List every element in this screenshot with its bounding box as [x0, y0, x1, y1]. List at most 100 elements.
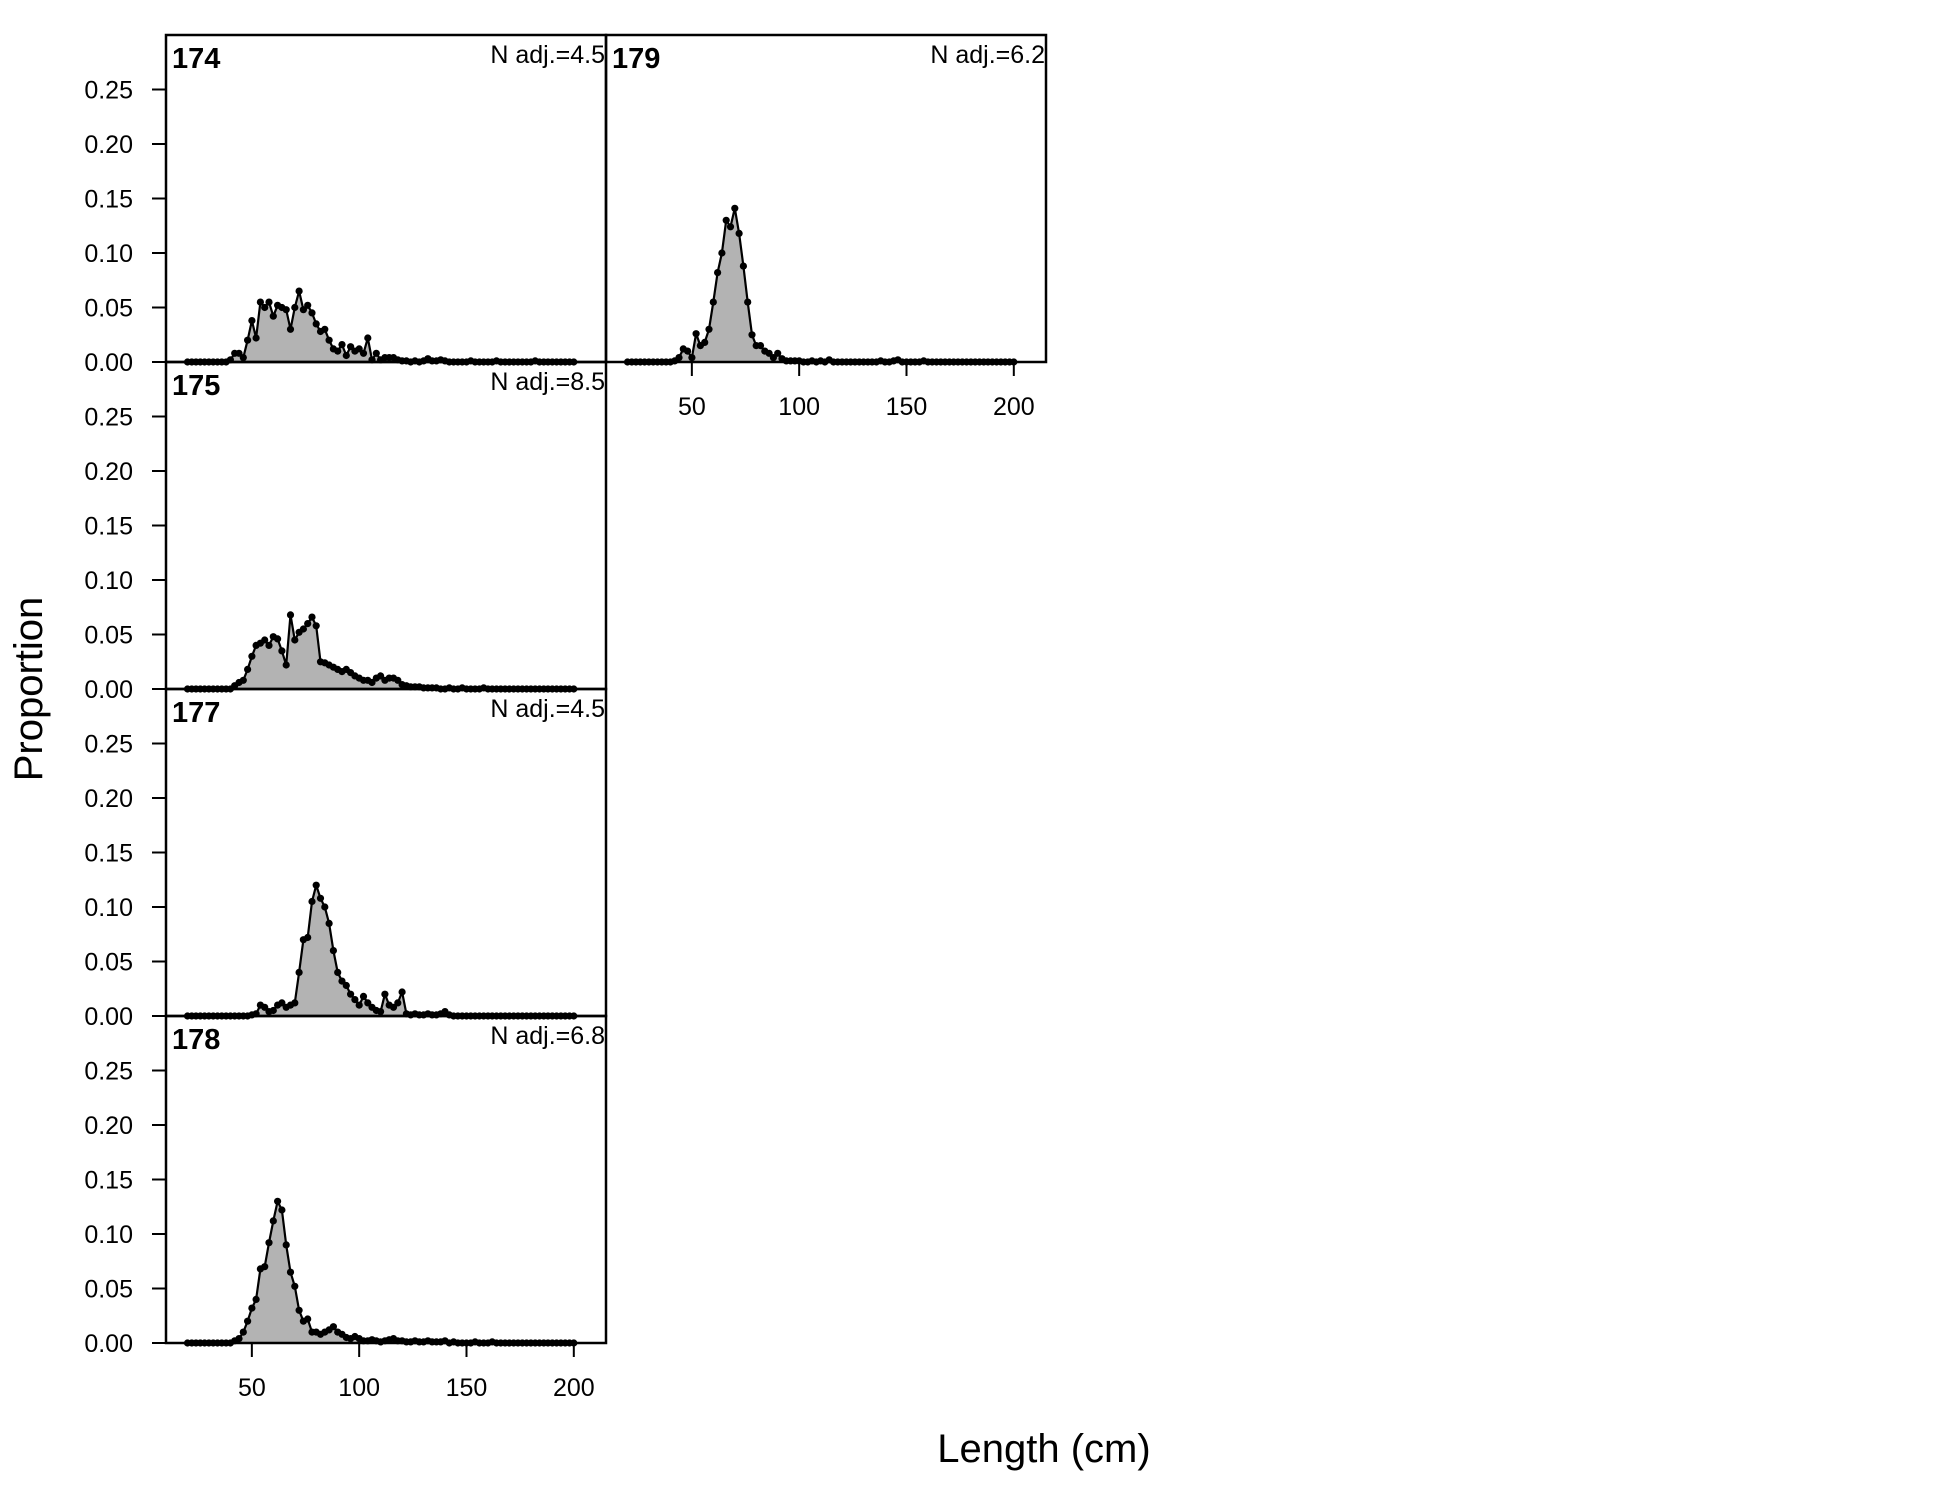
data-point — [334, 968, 342, 977]
data-point — [265, 298, 273, 306]
y-tick-label: 0.20 — [84, 131, 133, 159]
data-point — [355, 345, 363, 353]
data-point — [274, 635, 282, 643]
y-tick-label: 0.00 — [84, 1330, 133, 1358]
data-point — [291, 1282, 299, 1290]
panel-frame-177 — [164, 687, 608, 1018]
data-point — [756, 342, 765, 350]
data-point — [701, 338, 709, 346]
data-point — [244, 1317, 252, 1325]
y-tick-label: 0.25 — [84, 1058, 133, 1086]
data-point — [722, 216, 730, 224]
panel-frame-178 — [164, 1014, 608, 1345]
data-point — [329, 1323, 337, 1331]
y-tick-label: 0.15 — [84, 1167, 133, 1195]
distribution-area-177 — [187, 885, 574, 1016]
x-tick-label: 150 — [446, 1374, 488, 1402]
y-tick-label: 0.15 — [84, 513, 133, 541]
y-tick-label: 0.25 — [84, 731, 133, 759]
data-point — [299, 306, 307, 314]
panel-177: 177 N adj.=4.5 0.00 0.05 0.10 0.15 0.20 0.25 — [84, 687, 608, 1031]
data-point — [269, 312, 277, 320]
data-point — [342, 351, 350, 360]
y-tick-label: 0.20 — [84, 458, 133, 486]
data-point — [774, 349, 782, 357]
data-point — [304, 301, 312, 309]
panel-frame-174 — [164, 33, 608, 364]
data-point — [261, 1263, 269, 1271]
panels-group: 174 N adj.=4.50.000.050.100.150.200.25175… — [84, 33, 1048, 1402]
data-point — [364, 334, 372, 342]
data-point — [256, 298, 264, 306]
data-point — [291, 999, 299, 1007]
panel-frame-179 — [604, 33, 1048, 364]
data-point — [304, 620, 312, 628]
data-point — [308, 309, 316, 317]
data-point — [705, 325, 713, 333]
data-point — [748, 331, 756, 339]
y-tick-label: 0.10 — [84, 240, 133, 268]
panel-label-178: 178 — [172, 1024, 220, 1056]
distribution-line-174 — [187, 290, 574, 364]
data-point — [316, 894, 325, 902]
n-adj-label-179: N adj.=6.2 — [930, 41, 1045, 69]
data-point — [675, 354, 683, 362]
y-tick-label: 0.00 — [84, 349, 133, 377]
data-point — [338, 977, 346, 985]
data-point — [735, 229, 743, 237]
data-point — [239, 676, 247, 684]
x-tick-label: 100 — [778, 393, 820, 421]
data-point — [269, 1006, 277, 1015]
data-point — [269, 1217, 277, 1225]
data-point — [278, 1206, 286, 1214]
data-point — [739, 262, 748, 270]
data-point — [709, 298, 717, 306]
panel-label-175: 175 — [172, 370, 220, 402]
data-point — [248, 317, 256, 325]
data-point — [252, 334, 260, 342]
data-point — [321, 903, 329, 911]
data-point — [394, 999, 402, 1007]
n-adj-label-175: N adj.=8.5 — [490, 368, 605, 396]
data-point — [377, 672, 385, 680]
data-point — [744, 298, 752, 306]
panel-179: 179 N adj.=6.2 50 100 150 200 — [604, 33, 1048, 421]
panel-175: 175 N adj.=8.5 0.00 0.05 0.10 0.15 0.20 0.25 — [84, 360, 608, 704]
panel-label-179: 179 — [612, 43, 660, 75]
x-tick-label: 50 — [238, 1374, 266, 1402]
data-point — [308, 613, 316, 621]
y-tick-label: 0.00 — [84, 676, 133, 704]
panel-label-174: 174 — [172, 43, 220, 75]
data-point — [351, 996, 359, 1004]
data-point — [377, 1008, 385, 1016]
data-point — [286, 611, 295, 619]
data-point — [368, 678, 376, 687]
data-point — [299, 625, 307, 633]
y-tick-label: 0.20 — [84, 785, 133, 813]
x-tick-label: 150 — [886, 393, 928, 421]
data-point — [714, 269, 722, 277]
data-point — [338, 341, 346, 349]
panel-frame-175 — [164, 360, 608, 691]
data-point — [286, 325, 295, 333]
data-point — [282, 661, 290, 669]
y-tick-label: 0.05 — [84, 949, 133, 977]
y-tick-label: 0.25 — [84, 77, 133, 105]
x-tick-label: 200 — [553, 1374, 595, 1402]
n-adj-label-178: N adj.=6.8 — [490, 1022, 605, 1050]
data-point — [342, 981, 350, 990]
data-point — [278, 647, 286, 655]
data-point — [718, 249, 726, 257]
data-point — [239, 1328, 247, 1336]
y-axis-title: Proportion — [7, 597, 51, 782]
data-point — [282, 1241, 290, 1249]
distribution-area-179 — [627, 208, 1014, 362]
y-tick-label: 0.00 — [84, 1003, 133, 1031]
data-point — [295, 968, 303, 977]
data-point — [347, 990, 355, 998]
y-tick-label: 0.15 — [84, 186, 133, 214]
data-point — [381, 990, 389, 998]
data-point — [372, 349, 380, 357]
y-tick-label: 0.15 — [84, 840, 133, 868]
data-point — [261, 303, 269, 312]
